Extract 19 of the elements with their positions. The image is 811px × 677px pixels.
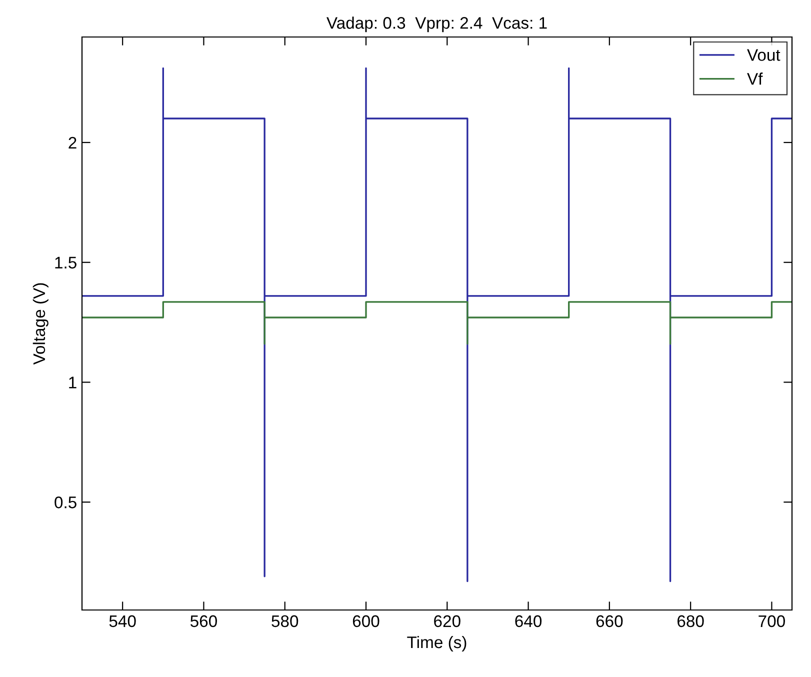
legend-label: Vout bbox=[747, 49, 780, 61]
x-tick-label: 700 bbox=[758, 615, 785, 628]
y-tick-label: 1 bbox=[69, 376, 76, 388]
x-tick-label: 640 bbox=[515, 615, 542, 628]
x-tick-label: 680 bbox=[678, 615, 704, 628]
y-tick-label: 2 bbox=[68, 136, 76, 149]
x-tick-label: 620 bbox=[434, 615, 460, 628]
x-tick-label: 580 bbox=[272, 615, 298, 628]
x-axis-title: Time (s) bbox=[407, 636, 466, 652]
x-tick-label: 540 bbox=[109, 615, 136, 628]
y-tick-label: 0.5 bbox=[54, 496, 76, 508]
x-tick-label: 560 bbox=[190, 615, 217, 628]
x-tick-label: 600 bbox=[352, 615, 380, 628]
line-series bbox=[82, 67, 792, 582]
y-tick-label: 1.5 bbox=[55, 256, 76, 269]
y-axis-title: Voltage (V) bbox=[32, 283, 48, 365]
chart-title: Vadap: 0.3 Vprp: 2.4 Vcas: 1 bbox=[326, 16, 547, 32]
legend-label: Vf bbox=[747, 72, 763, 85]
x-tick-label: 660 bbox=[596, 615, 623, 628]
